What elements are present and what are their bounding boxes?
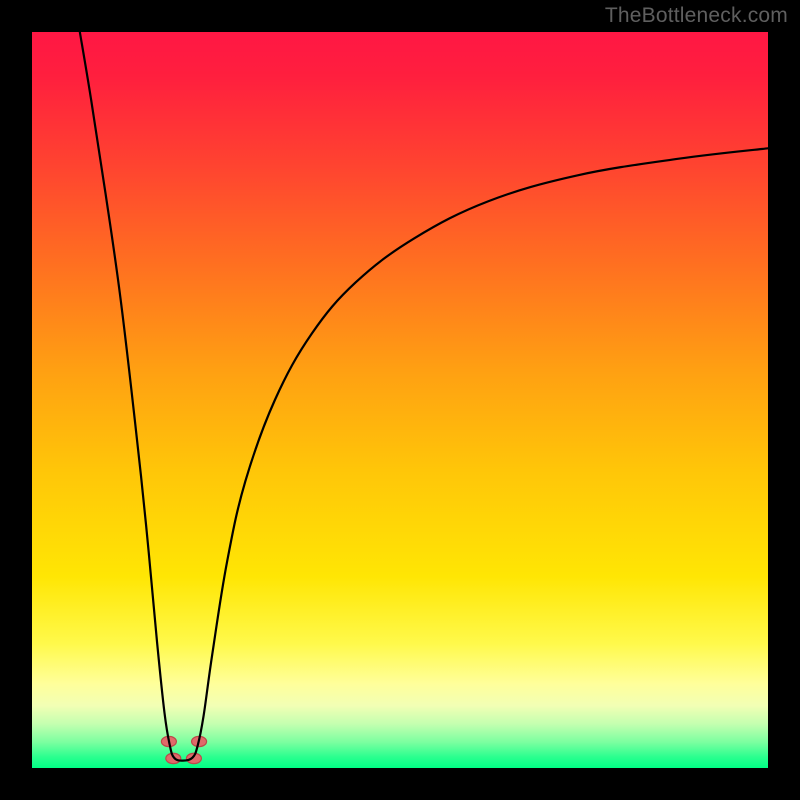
bottleneck-curve-chart: [0, 0, 800, 800]
watermark-text: TheBottleneck.com: [605, 4, 788, 28]
chart-container: TheBottleneck.com: [0, 0, 800, 800]
plot-background: [32, 32, 768, 768]
